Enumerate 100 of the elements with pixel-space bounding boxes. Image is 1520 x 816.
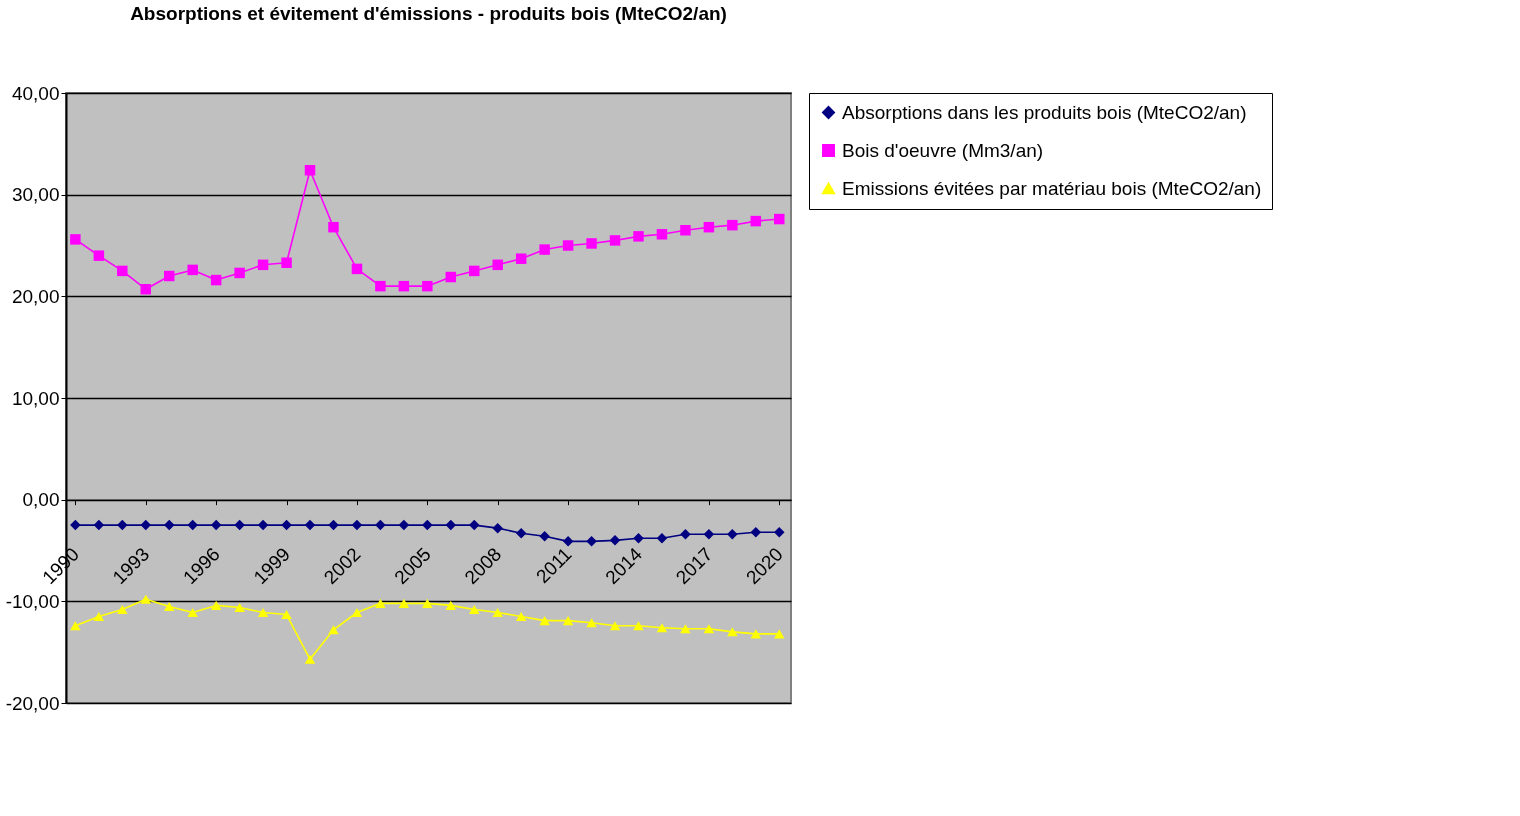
point (750, 215, 762, 227)
point (656, 623, 668, 633)
point (750, 526, 762, 538)
point (163, 519, 175, 531)
point (422, 519, 433, 531)
point (234, 602, 245, 612)
point (398, 519, 410, 531)
point (750, 629, 762, 639)
chart-title: Absorptions et évitement d'émissions - produits bois (MteCO2/an) (130, 3, 727, 24)
point (656, 533, 668, 544)
point (492, 607, 503, 618)
point (562, 536, 574, 547)
point (304, 654, 316, 664)
point (70, 519, 81, 531)
point (304, 519, 316, 531)
point (351, 607, 363, 618)
point (140, 594, 152, 604)
point (680, 528, 691, 540)
point (609, 535, 621, 546)
point (539, 616, 550, 626)
point (93, 519, 105, 531)
point (774, 629, 785, 639)
point (187, 264, 198, 276)
point (539, 244, 550, 255)
point (703, 221, 715, 233)
point (234, 519, 245, 531)
point (586, 536, 597, 547)
point (257, 607, 269, 618)
point (586, 238, 597, 249)
point (492, 259, 503, 271)
point (469, 604, 480, 615)
point (328, 221, 339, 233)
y-tick-label: -10,00 (5, 590, 60, 612)
y-tick-label: 0,00 (22, 489, 60, 511)
point (633, 533, 644, 544)
point (445, 271, 457, 283)
point (586, 618, 597, 628)
point (469, 265, 480, 277)
legend-label: Absorptions dans les produits bois (MteCO2/an) (842, 101, 1247, 123)
point (539, 531, 550, 542)
point (140, 283, 152, 295)
point (375, 519, 386, 531)
point (70, 234, 81, 245)
point (445, 519, 457, 531)
y-tick-label: 40,00 (11, 82, 60, 104)
point (680, 225, 691, 236)
point (492, 522, 503, 534)
point (163, 601, 175, 611)
point (774, 213, 785, 225)
point (633, 231, 644, 242)
point (703, 624, 715, 634)
point (515, 253, 527, 264)
y-tick-label: 30,00 (11, 184, 60, 206)
y-tick-label: 10,00 (11, 387, 60, 409)
point (422, 598, 433, 608)
point (422, 280, 433, 292)
point (163, 270, 175, 282)
point (375, 598, 386, 608)
point (328, 519, 339, 531)
point (210, 600, 222, 610)
point (609, 235, 621, 246)
point (187, 607, 198, 618)
legend-label: Emissions évitées par matériau bois (MteCO2/an) (842, 177, 1262, 199)
point (351, 519, 363, 531)
point (656, 229, 668, 240)
y-tick-label: 20,00 (11, 285, 60, 307)
point (117, 519, 128, 531)
point (398, 598, 410, 608)
point (515, 527, 527, 539)
point (562, 240, 574, 251)
point (398, 280, 410, 292)
point (609, 621, 621, 631)
point (304, 165, 316, 176)
point (774, 526, 785, 538)
point (562, 616, 574, 626)
point (281, 257, 292, 269)
point (187, 519, 198, 531)
point (445, 600, 457, 610)
point (281, 610, 292, 620)
legend-label: Bois d'oeuvre (Mm3/an) (842, 139, 1044, 161)
point (93, 250, 105, 261)
y-tick-label: -20,00 (5, 692, 60, 714)
point (117, 604, 128, 615)
point (375, 280, 386, 292)
point (140, 519, 152, 531)
point (93, 612, 105, 622)
point (70, 621, 81, 631)
point (328, 625, 339, 635)
point (257, 519, 269, 531)
point (680, 624, 691, 634)
point (703, 528, 715, 540)
point (234, 267, 245, 279)
point (210, 519, 222, 531)
point (633, 621, 644, 631)
point (727, 627, 738, 637)
point (351, 263, 363, 275)
point (727, 219, 738, 231)
point (727, 528, 738, 540)
point (210, 274, 222, 286)
point (117, 265, 128, 277)
